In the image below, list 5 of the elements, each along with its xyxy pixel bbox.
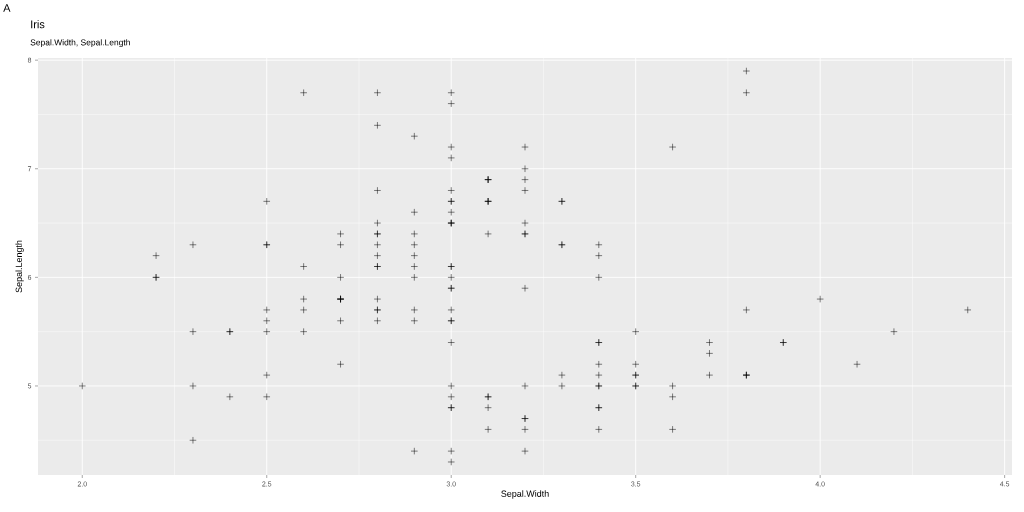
y-axis-title: Sepal.Length — [15, 240, 24, 293]
x-axis-title: Sepal.Width — [501, 490, 549, 499]
chart-subtitle: Sepal.Width, Sepal.Length — [30, 39, 130, 48]
text: A — [3, 4, 11, 12]
chart-title: Iris — [31, 20, 45, 29]
